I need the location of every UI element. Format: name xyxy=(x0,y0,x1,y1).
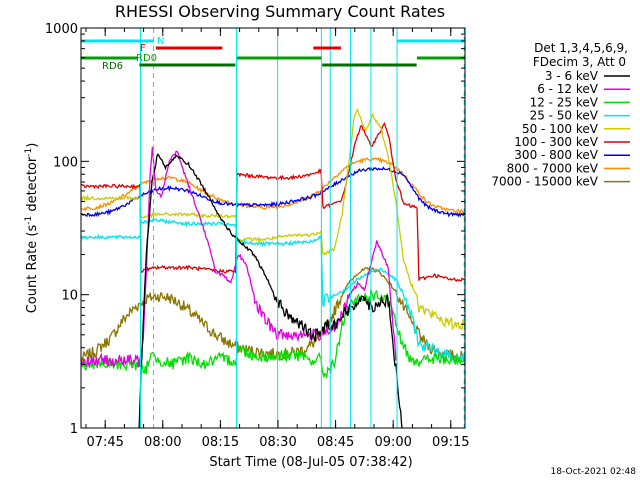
y-label-part-3: ) xyxy=(25,143,40,148)
flag-label-rd0: RD0 xyxy=(136,53,157,64)
series-line-3-6-kev xyxy=(138,153,403,428)
flag-label-f: F xyxy=(140,43,146,54)
x-tick-label: 08:30 xyxy=(259,435,296,450)
series-line-100-300-kev xyxy=(81,121,465,282)
legend-label: 800 - 7000 keV xyxy=(507,161,599,175)
y-label-part-1: Count Rate (s xyxy=(25,225,40,314)
legend-label: 3 - 6 keV xyxy=(545,69,599,83)
flag-label-rd6: RD6 xyxy=(102,61,123,72)
series-line-12-25-kev xyxy=(81,289,465,380)
series-line-25-50-kev xyxy=(81,217,465,363)
vline-layer xyxy=(140,28,465,428)
y-tick-label: 10 xyxy=(61,289,78,304)
y-label-sup-2: -1 xyxy=(24,148,34,157)
x-axis-label: Start Time (08-Jul-05 07:38:42) xyxy=(209,455,412,470)
axis-layer: 07:45 08:00 08:15 08:30 08:45 09:00 09:15 1 10 10… xyxy=(45,22,470,450)
y-tick-label: 1 xyxy=(70,422,78,437)
x-tick-label: 08:45 xyxy=(317,435,354,450)
legend-label: 7000 - 15000 keV xyxy=(491,175,598,189)
legend-label: 6 - 12 keV xyxy=(537,82,599,96)
y-tick-label: 100 xyxy=(53,155,78,170)
legend-header-1: Det 1,3,4,5,6,9, xyxy=(534,41,628,55)
legend-label: 25 - 50 keV xyxy=(530,109,599,123)
legend-label: 50 - 100 keV xyxy=(522,122,599,136)
legend-label: 300 - 800 keV xyxy=(514,148,598,162)
legend-label: 12 - 25 keV xyxy=(530,95,599,109)
series-line-6-12-kev xyxy=(81,146,397,369)
x-tick-label: 07:45 xyxy=(86,435,123,450)
x-tick-label: 08:15 xyxy=(202,435,239,450)
legend: Det 1,3,4,5,6,9, FDecim 3, Att 0 3 - 6 k… xyxy=(491,41,630,189)
legend-label: 100 - 300 keV xyxy=(514,135,598,149)
x-tick-label: 09:15 xyxy=(432,435,469,450)
series-layer xyxy=(81,107,465,428)
timestamp: 18-Oct-2021 02:48 xyxy=(551,467,637,477)
y-label-sup-1: -1 xyxy=(24,216,34,225)
y-axis-label: Count Rate (s-1 detector-1) xyxy=(24,143,40,314)
y-tick-label: 1000 xyxy=(45,22,78,37)
x-tick-label: 09:00 xyxy=(374,435,411,450)
x-tick-label: 08:00 xyxy=(144,435,181,450)
series-line-50-100-kev xyxy=(81,107,465,331)
series-line-300-800-kev xyxy=(81,166,465,218)
chart-title: RHESSI Observing Summary Count Rates xyxy=(115,2,445,21)
series-line-7000-15000-kev xyxy=(81,266,465,364)
plot-frame xyxy=(80,27,466,429)
flag-label-n: N xyxy=(157,36,164,47)
legend-header-2: FDecim 3, Att 0 xyxy=(533,55,626,69)
y-label-part-2: detector xyxy=(25,156,40,216)
